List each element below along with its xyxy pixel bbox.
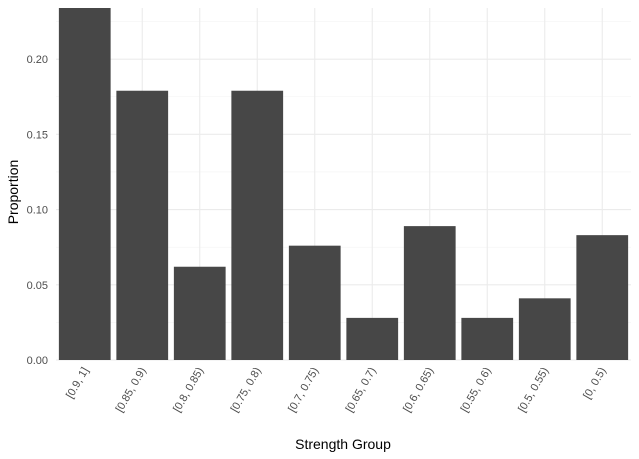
y-tick-label: 0.15	[27, 129, 48, 141]
x-tick-label: [0.85, 0.9)	[114, 366, 149, 415]
y-axis-title: Proportion	[5, 160, 21, 225]
bar	[403, 226, 456, 360]
bar	[346, 317, 399, 360]
bar	[288, 245, 341, 360]
x-tick-label: [0.6, 0.65)	[401, 366, 436, 415]
bars	[58, 8, 629, 360]
bar	[173, 266, 226, 360]
x-tick-label: [0.7, 0.75)	[286, 366, 321, 415]
x-axis-ticks: [0.9, 1] [0.85, 0.9) [0.8, 0.85) [0.75, 0.8…	[64, 366, 609, 415]
x-tick-label: [0.65, 0.7)	[344, 366, 379, 415]
x-tick-label: [0.9, 1]	[64, 366, 91, 401]
y-axis-ticks: 0.00 0.05 0.10 0.15 0.20	[27, 54, 48, 367]
y-tick-label: 0.10	[27, 205, 48, 217]
bar	[576, 235, 629, 360]
bar	[231, 90, 284, 360]
y-tick-label: 0.05	[27, 280, 48, 292]
x-tick-label: [0.75, 0.8)	[229, 366, 264, 415]
bar	[461, 317, 514, 360]
x-tick-label: [0.8, 0.85)	[171, 366, 206, 415]
y-tick-label: 0.00	[27, 355, 48, 367]
x-tick-label: [0.55, 0.6)	[459, 366, 494, 415]
x-tick-label: [0, 0.5)	[581, 366, 609, 402]
bar	[518, 298, 571, 360]
x-axis-title: Strength Group	[295, 436, 391, 452]
bar	[116, 90, 169, 360]
bar	[58, 8, 111, 360]
x-tick-label: [0.5, 0.55)	[516, 366, 551, 415]
y-tick-label: 0.20	[27, 54, 48, 66]
